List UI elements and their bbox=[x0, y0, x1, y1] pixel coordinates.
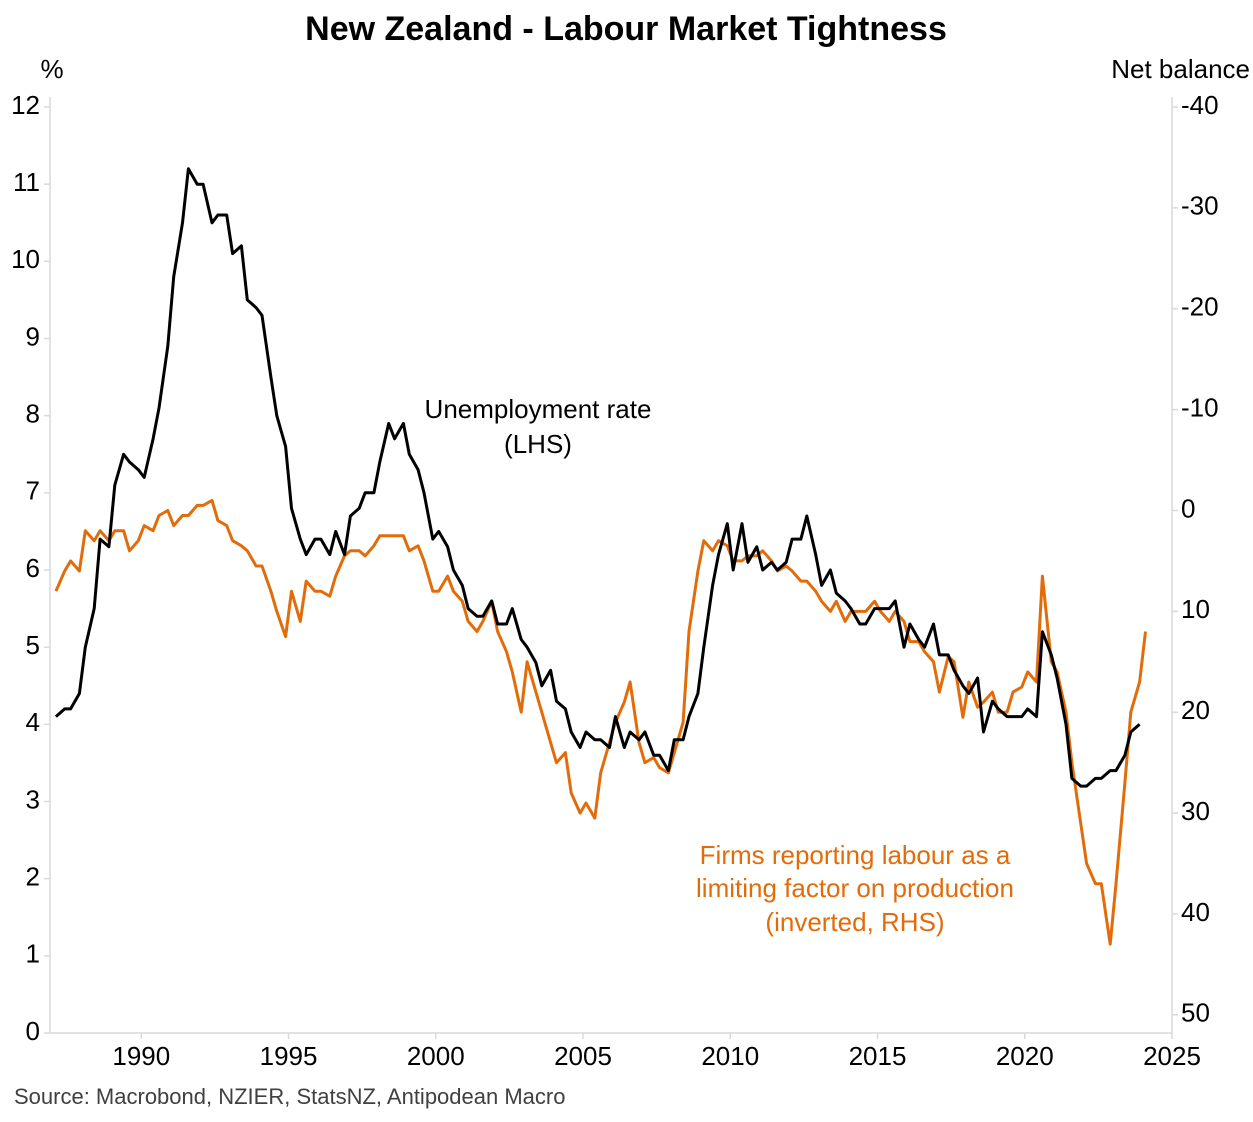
y2-tick-label: 50 bbox=[1181, 998, 1210, 1028]
x-tick-label: 2025 bbox=[1143, 1041, 1201, 1071]
y-tick-label: 5 bbox=[26, 630, 40, 660]
annotation-line: (LHS) bbox=[504, 429, 572, 459]
y-tick-label: 1 bbox=[26, 939, 40, 969]
x-tick-label: 2010 bbox=[701, 1041, 759, 1071]
annotation-line: Unemployment rate bbox=[425, 394, 652, 424]
y-tick-label: 8 bbox=[26, 399, 40, 429]
y-tick-label: 2 bbox=[26, 862, 40, 892]
y-tick-label: 0 bbox=[26, 1016, 40, 1046]
y2-tick-label: 10 bbox=[1181, 594, 1210, 624]
y2-axis-label: Net balance bbox=[1111, 54, 1250, 84]
y-tick-label: 10 bbox=[11, 244, 40, 274]
x-tick-label: 1995 bbox=[260, 1041, 318, 1071]
series-line bbox=[54, 167, 1141, 788]
y-tick-label: 4 bbox=[26, 707, 40, 737]
annotation: Unemployment rate (LHS) bbox=[425, 394, 652, 459]
x-tick-label: 1990 bbox=[112, 1041, 170, 1071]
x-tick-label: 2015 bbox=[849, 1041, 907, 1071]
x-tick-label: 2005 bbox=[554, 1041, 612, 1071]
y2-tick-label: -20 bbox=[1181, 292, 1219, 322]
annotation-line: (inverted, RHS) bbox=[765, 907, 944, 937]
y-tick-label: 12 bbox=[11, 90, 40, 120]
y-axis-label: % bbox=[40, 54, 63, 84]
annotation-line: Firms reporting labour as a bbox=[700, 840, 1011, 870]
y-tick-label: 11 bbox=[13, 167, 40, 197]
x-tick-label: 2000 bbox=[407, 1041, 465, 1071]
y-tick-label: 9 bbox=[26, 321, 40, 351]
y-tick-label: 3 bbox=[26, 784, 40, 814]
y-tick-label: 7 bbox=[26, 476, 40, 506]
y2-tick-label: -10 bbox=[1181, 392, 1219, 422]
annotation-line: limiting factor on production bbox=[696, 873, 1014, 903]
series-line bbox=[54, 498, 1147, 946]
chart-title: New Zealand - Labour Market Tightness bbox=[305, 10, 947, 48]
y-tick-label: 6 bbox=[26, 553, 40, 583]
source-note: Source: Macrobond, NZIER, StatsNZ, Antip… bbox=[14, 1084, 565, 1109]
y2-tick-label: -30 bbox=[1181, 191, 1219, 221]
y2-tick-label: 20 bbox=[1181, 695, 1210, 725]
y2-tick-label: -40 bbox=[1181, 90, 1219, 120]
annotation: Firms reporting labour as a limiting fac… bbox=[696, 840, 1014, 937]
y2-tick-label: 40 bbox=[1181, 897, 1210, 927]
y2-tick-label: 30 bbox=[1181, 796, 1210, 826]
x-tick-label: 2020 bbox=[996, 1041, 1054, 1071]
y2-tick-label: 0 bbox=[1181, 493, 1195, 523]
